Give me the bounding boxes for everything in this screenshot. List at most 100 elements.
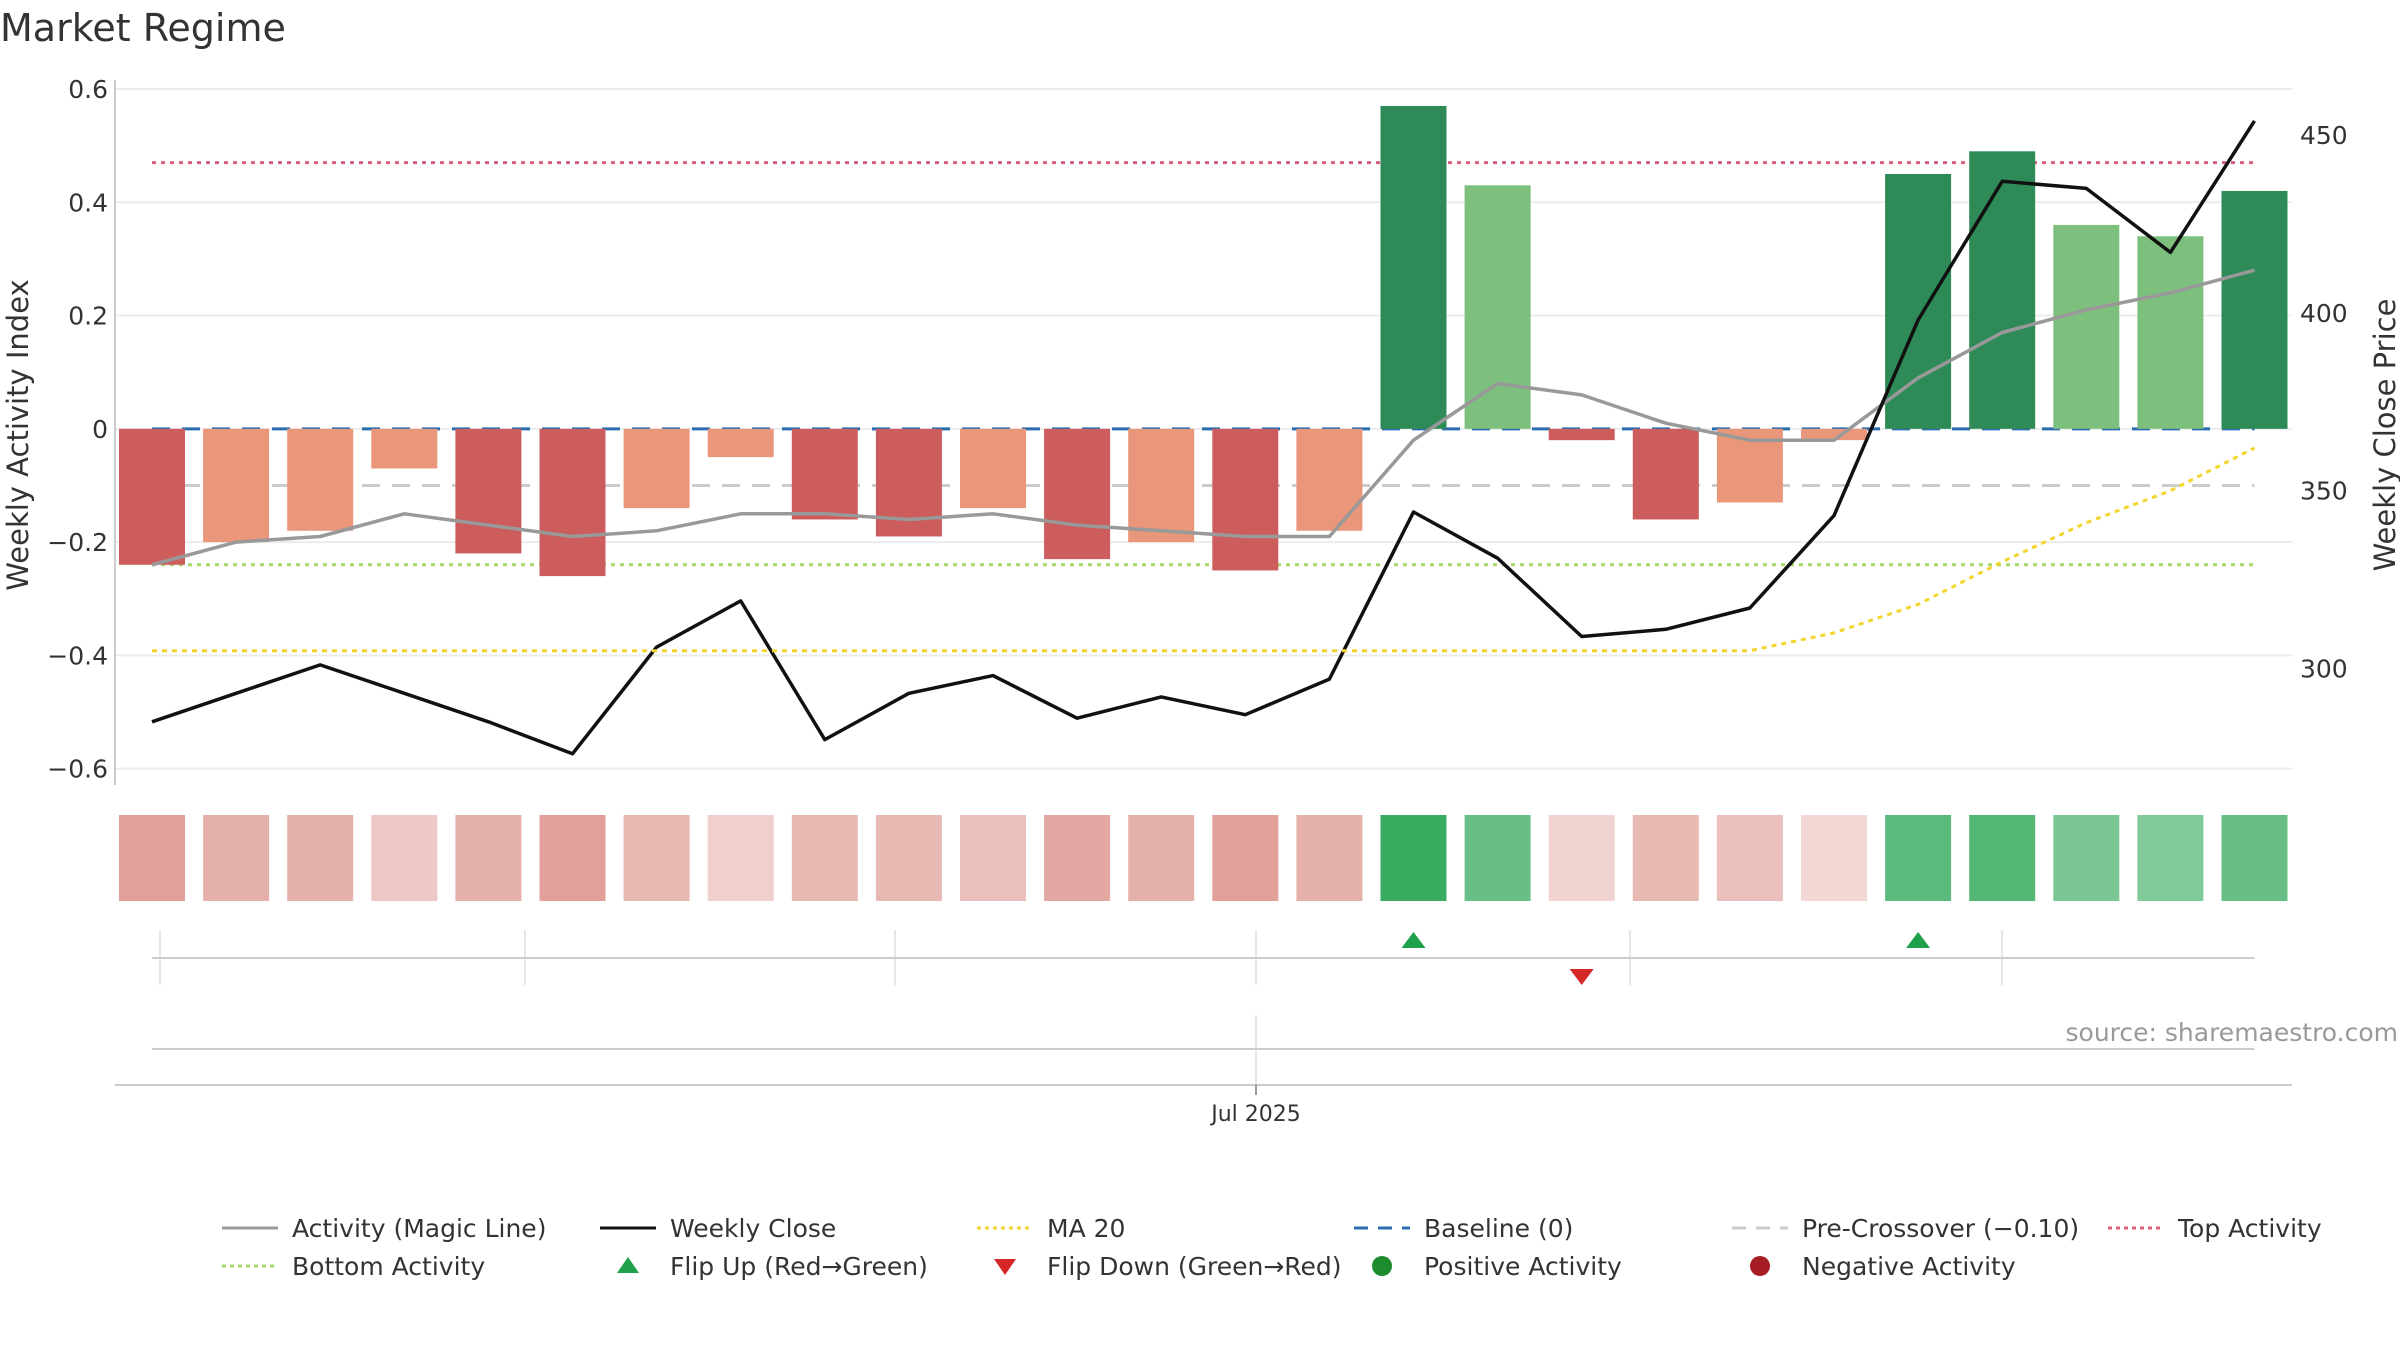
activity-heat-strip (119, 815, 2288, 901)
y-tick-label: 0.4 (68, 188, 108, 217)
heat-cell (1296, 815, 1363, 901)
heat-cell (707, 815, 774, 901)
date-axis-panel: Jul 2025 (115, 1015, 2292, 1127)
heat-cell (1044, 815, 1111, 901)
heat-cell (119, 815, 185, 901)
weekly-close-series (151, 119, 2256, 756)
heat-cell (1128, 815, 1195, 901)
heat-cell (875, 815, 942, 901)
legend-label-ma20: MA 20 (1047, 1213, 1126, 1243)
activity-bar (539, 428, 606, 577)
y-tick-label: 0.6 (68, 75, 108, 104)
flip-markers-panel (152, 930, 2255, 985)
legend-item-magic-line[interactable]: Activity (Magic Line) (220, 1210, 546, 1246)
heat-cell (371, 815, 438, 901)
heat-cell (2137, 815, 2204, 901)
activity-bar (1885, 173, 1952, 429)
series-lines (151, 119, 2256, 756)
heat-cell (1885, 815, 1952, 901)
y-tick-label: −0.6 (47, 755, 108, 784)
activity-bar (791, 428, 858, 520)
heat-cell (1801, 815, 1867, 901)
heat-cell (2053, 815, 2120, 901)
heat-cell (1632, 815, 1699, 901)
legend-label-flip-down: Flip Down (Green→Red) (1047, 1251, 1342, 1281)
y-tick-label: −0.2 (47, 528, 108, 557)
activity-bar (1632, 428, 1699, 520)
red-dot-icon (1750, 1256, 1770, 1276)
legend-label-positive-activity: Positive Activity (1424, 1251, 1622, 1281)
legend-label-magic-line: Activity (Magic Line) (292, 1213, 547, 1243)
magic-line-series (151, 268, 2255, 567)
ma20-series (152, 446, 2256, 653)
date-tick-label: Jul 2025 (1209, 1102, 1301, 1127)
legend-swatch-weekly-close (600, 1226, 656, 1230)
heat-cell (539, 815, 606, 901)
y-tick-label: 0.2 (68, 302, 108, 331)
legend-item-flip-down[interactable]: Flip Down (Green→Red) (975, 1248, 1342, 1284)
legend-label-pre-crossover: Pre-Crossover (−0.10) (1802, 1213, 2080, 1243)
activity-bar (960, 428, 1026, 509)
legend-label-flip-up: Flip Up (Red→Green) (670, 1251, 928, 1281)
activity-bar (1128, 428, 1195, 543)
activity-bar (2053, 224, 2120, 429)
flip-down-marker (1569, 969, 1594, 985)
legend-item-bottom-activity[interactable]: Bottom Activity (220, 1248, 485, 1284)
activity-bar (707, 428, 774, 458)
activity-bar (455, 428, 522, 554)
heat-cell (1716, 815, 1783, 901)
legend-item-flip-up[interactable]: Flip Up (Red→Green) (598, 1248, 928, 1284)
activity-bar (1296, 428, 1363, 531)
y2-tick-label: 450 (2300, 121, 2348, 150)
heat-cell (2221, 815, 2288, 901)
flip-up-marker (1906, 932, 1931, 948)
activity-bar (119, 428, 185, 565)
heat-cell (960, 815, 1026, 901)
activity-bar (1464, 185, 1531, 429)
legend-item-top-activity[interactable]: Top Activity (2106, 1210, 2322, 1246)
y2-tick-label: 300 (2300, 654, 2348, 683)
legend-label-negative-activity: Negative Activity (1802, 1251, 2016, 1281)
heat-cell (287, 815, 354, 901)
activity-bar (287, 428, 354, 531)
y-axis-title: Weekly Activity Index (1, 279, 35, 590)
heat-cell (1380, 815, 1447, 901)
legend-swatch-baseline (1354, 1226, 1410, 1230)
legend-label-top-activity: Top Activity (2178, 1213, 2322, 1243)
heat-cell (1548, 815, 1615, 901)
heat-cell (791, 815, 858, 901)
green-dot-icon (1372, 1256, 1392, 1276)
flip-up-marker (1401, 932, 1426, 948)
legend-swatch-ma20 (977, 1226, 1033, 1230)
activity-bar (1380, 105, 1447, 429)
legend-swatch-pre-crossover (1732, 1226, 1788, 1230)
heat-cell (1212, 815, 1279, 901)
y2-tick-label: 350 (2300, 477, 2348, 506)
heat-cell (1464, 815, 1531, 901)
source-credit: source: sharemaestro.com (2065, 1018, 2399, 1047)
activity-bar (2221, 190, 2288, 429)
activity-bar (1044, 428, 1111, 560)
activity-bar (203, 428, 270, 543)
y-tick-label: −0.4 (47, 641, 108, 670)
activity-bar (1969, 151, 2036, 429)
legend-item-ma20[interactable]: MA 20 (975, 1210, 1125, 1246)
y-tick-label: 0 (92, 415, 108, 444)
axes: 0.6 0.4 0.2 0 −0.2 −0.4 −0.6 450 400 350 300 Weekly… (1, 75, 2400, 785)
legend-label-baseline: Baseline (0) (1424, 1213, 1574, 1243)
legend: Activity (Magic Line) Weekly Close MA 20… (0, 1210, 2400, 1290)
legend-item-pre-crossover[interactable]: Pre-Crossover (−0.10) (1730, 1210, 2079, 1246)
legend-label-bottom-activity: Bottom Activity (292, 1251, 486, 1281)
legend-swatch-magic-line (222, 1226, 278, 1230)
activity-bar (371, 428, 438, 469)
legend-item-negative-activity[interactable]: Negative Activity (1730, 1248, 2016, 1284)
heat-cell (203, 815, 270, 901)
legend-label-weekly-close: Weekly Close (670, 1213, 837, 1243)
triangle-down-icon (994, 1259, 1016, 1275)
legend-item-weekly-close[interactable]: Weekly Close (598, 1210, 836, 1246)
activity-bar (1801, 428, 1867, 441)
legend-item-positive-activity[interactable]: Positive Activity (1352, 1248, 1622, 1284)
heat-cell (623, 815, 690, 901)
legend-item-baseline[interactable]: Baseline (0) (1352, 1210, 1573, 1246)
